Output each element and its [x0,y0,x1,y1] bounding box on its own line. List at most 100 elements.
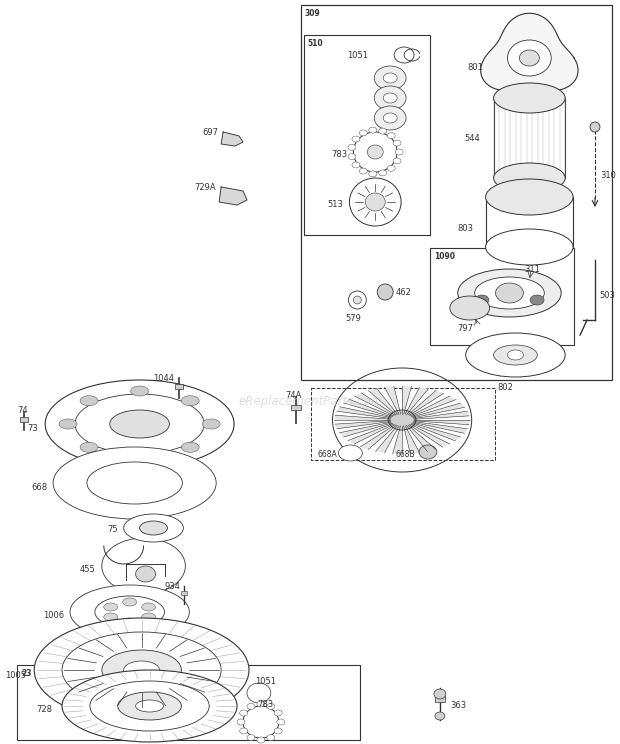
Polygon shape [404,426,420,454]
Text: 802: 802 [498,383,513,392]
Ellipse shape [243,706,279,738]
Bar [435,696,445,702]
Text: 309: 309 [304,9,321,18]
Ellipse shape [369,127,377,133]
Ellipse shape [388,165,395,171]
Ellipse shape [277,719,285,725]
Text: 503: 503 [599,290,615,300]
Ellipse shape [383,113,397,123]
Ellipse shape [240,728,247,734]
Ellipse shape [450,296,490,320]
Ellipse shape [267,734,275,740]
Ellipse shape [388,410,416,430]
Polygon shape [412,423,461,441]
Text: 1005: 1005 [5,672,26,681]
Ellipse shape [494,163,565,193]
Polygon shape [348,423,394,444]
Ellipse shape [123,618,136,626]
Polygon shape [480,13,578,91]
Text: 1044: 1044 [153,374,174,383]
Ellipse shape [388,132,395,138]
Ellipse shape [247,703,255,710]
Text: 510: 510 [308,39,323,48]
Polygon shape [408,391,444,415]
Text: 310: 310 [600,170,616,179]
Ellipse shape [475,277,544,309]
Ellipse shape [87,462,182,504]
Ellipse shape [110,410,169,438]
Text: 73: 73 [27,423,38,432]
Text: eReplacementParts.com: eReplacementParts.com [239,395,383,408]
Bar [175,384,184,389]
Ellipse shape [383,73,397,83]
Ellipse shape [419,445,437,459]
Text: 74A: 74A [286,391,302,400]
Ellipse shape [62,632,221,708]
Ellipse shape [365,193,385,211]
Ellipse shape [348,144,356,150]
Text: 74: 74 [17,406,28,415]
Ellipse shape [118,692,182,720]
Text: 462: 462 [395,288,411,297]
Ellipse shape [379,170,387,176]
Ellipse shape [62,670,237,742]
Ellipse shape [70,585,189,639]
Ellipse shape [369,171,377,177]
Polygon shape [335,420,391,429]
Ellipse shape [393,140,401,146]
Polygon shape [368,388,397,415]
Polygon shape [409,424,450,447]
Ellipse shape [141,603,156,611]
Bar [485,197,573,247]
Ellipse shape [237,719,245,725]
Ellipse shape [102,538,185,594]
Bar [182,591,187,595]
Text: 1051: 1051 [347,51,368,60]
Ellipse shape [80,443,98,452]
Ellipse shape [379,128,387,134]
Text: 783: 783 [331,150,347,158]
Ellipse shape [360,130,367,136]
Polygon shape [343,399,392,417]
Text: 729A: 729A [195,183,216,192]
Ellipse shape [374,86,406,110]
Ellipse shape [257,701,265,707]
Text: 579: 579 [345,314,361,323]
Ellipse shape [181,443,199,452]
Ellipse shape [485,229,573,265]
Ellipse shape [59,419,77,429]
Ellipse shape [395,149,403,155]
Text: 668: 668 [31,483,47,492]
Ellipse shape [141,613,156,621]
Text: 728: 728 [36,705,52,714]
Polygon shape [402,386,412,414]
Text: 697: 697 [202,128,218,137]
Ellipse shape [339,445,362,461]
Ellipse shape [520,50,539,66]
Ellipse shape [494,345,538,365]
Ellipse shape [374,66,406,90]
Ellipse shape [80,396,98,405]
Ellipse shape [90,681,209,731]
Ellipse shape [475,295,489,305]
Polygon shape [219,187,247,205]
Polygon shape [414,420,470,425]
Polygon shape [354,393,395,416]
Ellipse shape [348,291,366,309]
Ellipse shape [377,284,393,300]
Text: 934: 934 [164,582,180,591]
Ellipse shape [267,703,275,710]
Ellipse shape [104,613,118,621]
Ellipse shape [458,269,561,317]
Ellipse shape [394,47,414,63]
Polygon shape [337,407,391,418]
Text: 1090: 1090 [434,252,455,261]
Text: 1051: 1051 [255,677,276,686]
Polygon shape [413,422,467,433]
Ellipse shape [102,650,182,690]
Ellipse shape [45,380,234,468]
Text: 783: 783 [257,700,273,709]
Text: 797: 797 [458,324,474,333]
Ellipse shape [590,122,600,132]
Ellipse shape [181,396,199,405]
